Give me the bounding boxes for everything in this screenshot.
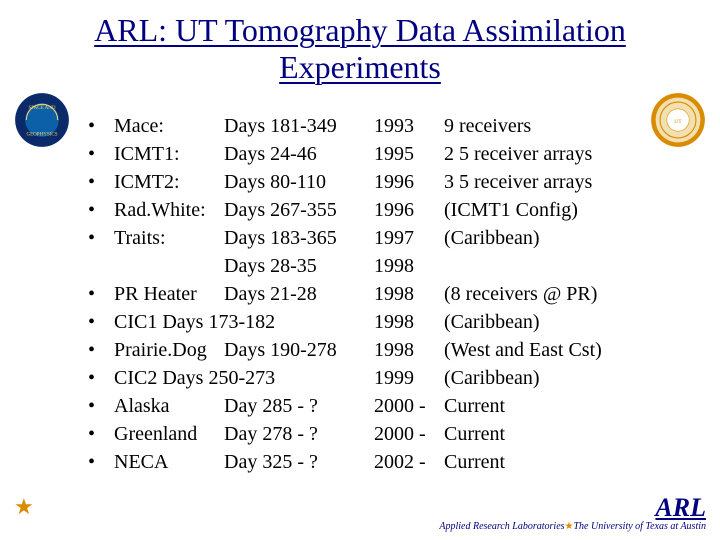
footer-lab: Applied Research Laboratories <box>439 521 564 532</box>
experiment-name: ICMT2: <box>114 168 224 196</box>
list-item: •NECADay 325 - ?2002 -Current <box>88 448 660 476</box>
list-item: •CIC2 Days 250-2731999(Caribbean) <box>88 364 660 392</box>
experiment-note: Current <box>444 420 660 448</box>
experiment-days: Day 278 - ? <box>224 420 374 448</box>
bullet-icon: • <box>88 112 114 140</box>
experiment-name: Alaska <box>114 392 224 420</box>
experiment-days: Day 325 - ? <box>224 448 374 476</box>
experiment-year: 1993 <box>374 112 444 140</box>
experiment-year: 1996 <box>374 168 444 196</box>
footer: ARL Applied Research Laboratories★The Un… <box>439 495 706 532</box>
experiment-name: Rad.White: <box>114 196 224 224</box>
experiment-year: 1998 <box>374 308 444 336</box>
space-geophysics-logo: SPACE AND GEOPHYSICS <box>14 92 70 148</box>
list-item: •ICMT1:Days 24-4619952 5 receiver arrays <box>88 140 660 168</box>
list-item: •ICMT2:Days 80-11019963 5 receiver array… <box>88 168 660 196</box>
experiment-note: Current <box>444 392 660 420</box>
list-item: •AlaskaDay 285 - ?2000 -Current <box>88 392 660 420</box>
experiment-days: Days 190-278 <box>224 336 374 364</box>
bullet-icon: • <box>88 168 114 196</box>
list-item: Days 28-351998 <box>88 252 660 280</box>
list-item: •Mace:Days 181-34919939 receivers <box>88 112 660 140</box>
experiment-note: 9 receivers <box>444 112 660 140</box>
experiment-note: Current <box>444 448 660 476</box>
footer-arl: ARL <box>439 495 706 521</box>
experiment-year: 1998 <box>374 280 444 308</box>
experiment-year: 1998 <box>374 252 444 280</box>
list-item: •Rad.White:Days 267-3551996(ICMT1 Config… <box>88 196 660 224</box>
experiment-year: 1996 <box>374 196 444 224</box>
experiment-name: Prairie.Dog <box>114 336 224 364</box>
list-item: •PR HeaterDays 21-281998(8 receivers @ P… <box>88 280 660 308</box>
experiment-name: CIC1 Days 173-182 <box>114 308 374 336</box>
bullet-icon: • <box>88 196 114 224</box>
footer-univ: The University of Texas at Austin <box>574 521 707 532</box>
experiment-name: Traits: <box>114 224 224 252</box>
experiment-note: 2 5 receiver arrays <box>444 140 660 168</box>
experiment-list: •Mace:Days 181-34919939 receivers•ICMT1:… <box>88 112 660 476</box>
experiment-year: 2000 - <box>374 392 444 420</box>
experiment-year: 1995 <box>374 140 444 168</box>
experiment-days: Days 267-355 <box>224 196 374 224</box>
bullet-icon: • <box>88 140 114 168</box>
bullet-icon: • <box>88 280 114 308</box>
experiment-note: 3 5 receiver arrays <box>444 168 660 196</box>
experiment-note: (Caribbean) <box>444 308 660 336</box>
experiment-name: NECA <box>114 448 224 476</box>
experiment-name: Mace: <box>114 112 224 140</box>
experiment-year: 1999 <box>374 364 444 392</box>
experiment-note: (Caribbean) <box>444 224 660 252</box>
svg-text:UT: UT <box>674 119 682 125</box>
footer-star-icon: ★ <box>14 494 34 520</box>
experiment-year: 2002 - <box>374 448 444 476</box>
experiment-days: Days 183-365 <box>224 224 374 252</box>
footer-sep-star-icon: ★ <box>565 521 574 532</box>
experiment-note: (West and East Cst) <box>444 336 660 364</box>
experiment-days: Days 80-110 <box>224 168 374 196</box>
bullet-icon: • <box>88 420 114 448</box>
experiment-note: (8 receivers @ PR) <box>444 280 660 308</box>
experiment-year: 2000 - <box>374 420 444 448</box>
bullet-icon: • <box>88 308 114 336</box>
list-item: •GreenlandDay 278 - ?2000 -Current <box>88 420 660 448</box>
experiment-year: 1998 <box>374 336 444 364</box>
experiment-days: Day 285 - ? <box>224 392 374 420</box>
bullet-icon: • <box>88 224 114 252</box>
page-title: ARL: UT Tomography Data Assimilation Exp… <box>0 0 720 90</box>
svg-text:SPACE AND: SPACE AND <box>28 105 55 111</box>
experiment-name: Greenland <box>114 420 224 448</box>
experiment-days: Days 21-28 <box>224 280 374 308</box>
experiment-days: Days 24-46 <box>224 140 374 168</box>
experiment-year: 1997 <box>374 224 444 252</box>
experiment-name: ICMT1: <box>114 140 224 168</box>
footer-subtitle: Applied Research Laboratories★The Univer… <box>439 521 706 532</box>
bullet-icon: • <box>88 336 114 364</box>
experiment-note: (Caribbean) <box>444 364 660 392</box>
experiment-days: Days 181-349 <box>224 112 374 140</box>
experiment-note: (ICMT1 Config) <box>444 196 660 224</box>
experiment-name: PR Heater <box>114 280 224 308</box>
list-item: •Traits:Days 183-3651997(Caribbean) <box>88 224 660 252</box>
list-item: •CIC1 Days 173-1821998(Caribbean) <box>88 308 660 336</box>
bullet-icon: • <box>88 392 114 420</box>
bullet-icon: • <box>88 364 114 392</box>
experiment-name: CIC2 Days 250-273 <box>114 364 374 392</box>
list-item: •Prairie.DogDays 190-2781998(West and Ea… <box>88 336 660 364</box>
svg-text:GEOPHYSICS: GEOPHYSICS <box>26 132 57 138</box>
experiment-days: Days 28-35 <box>224 252 374 280</box>
bullet-icon: • <box>88 448 114 476</box>
